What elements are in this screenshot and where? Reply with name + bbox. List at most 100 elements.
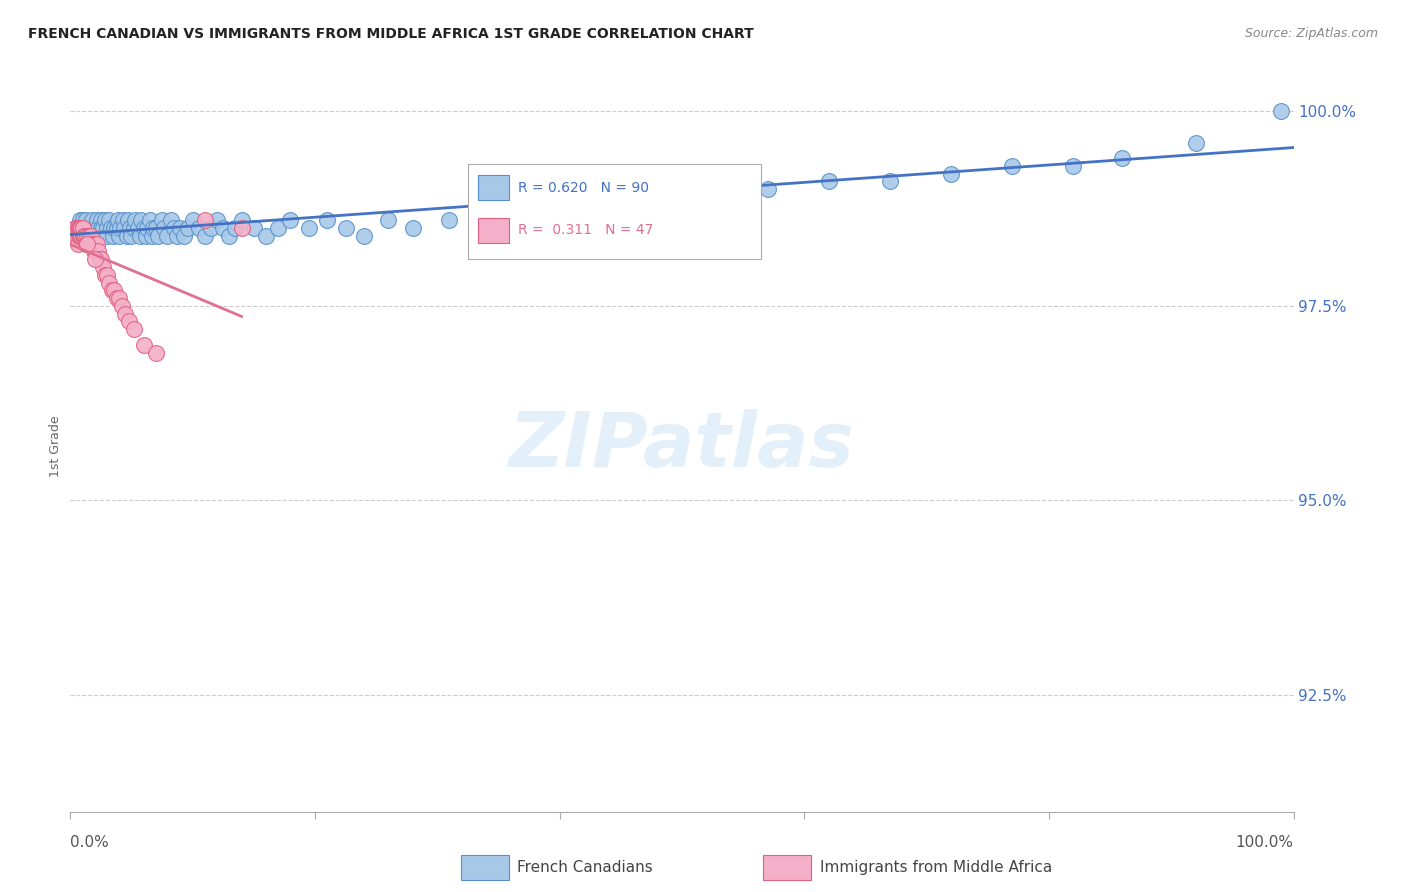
Text: Immigrants from Middle Africa: Immigrants from Middle Africa	[820, 860, 1052, 874]
Point	[65, 221, 87, 235]
Point	[377, 213, 399, 227]
Point	[173, 228, 195, 243]
Point	[439, 213, 461, 227]
Point	[181, 213, 204, 227]
Point	[103, 221, 125, 235]
Point	[118, 314, 141, 328]
Point	[72, 213, 94, 227]
Point	[695, 190, 717, 204]
Point	[83, 244, 105, 259]
Point	[122, 322, 145, 336]
FancyBboxPatch shape	[468, 164, 762, 260]
Point	[73, 221, 96, 235]
Point	[101, 228, 124, 243]
Point	[231, 213, 253, 227]
Point	[108, 228, 131, 243]
Point	[84, 244, 107, 259]
Point	[66, 236, 89, 251]
Point	[148, 228, 170, 243]
Point	[67, 228, 90, 243]
Point	[1111, 151, 1133, 165]
Point	[72, 221, 94, 235]
Point	[91, 260, 114, 274]
Point	[96, 228, 118, 243]
Point	[103, 284, 125, 298]
Point	[76, 228, 98, 243]
Point	[817, 174, 839, 188]
Point	[136, 221, 159, 235]
Point	[110, 221, 132, 235]
Point	[63, 228, 86, 243]
Point	[280, 213, 302, 227]
Text: Source: ZipAtlas.com: Source: ZipAtlas.com	[1244, 27, 1378, 40]
Point	[75, 236, 97, 251]
Text: 100.0%: 100.0%	[1236, 836, 1294, 850]
Point	[120, 221, 142, 235]
FancyBboxPatch shape	[478, 176, 509, 200]
Point	[129, 228, 152, 243]
Point	[86, 236, 108, 251]
Point	[86, 213, 108, 227]
Point	[124, 213, 146, 227]
Point	[63, 221, 86, 235]
Point	[79, 221, 101, 235]
Point	[121, 228, 143, 243]
Point	[150, 213, 173, 227]
Point	[67, 228, 90, 243]
Point	[89, 252, 111, 267]
Point	[1062, 159, 1084, 173]
Point	[105, 291, 128, 305]
Point	[70, 228, 93, 243]
Point	[132, 338, 155, 352]
Text: R = 0.620   N = 90: R = 0.620 N = 90	[517, 181, 650, 194]
Point	[114, 307, 136, 321]
Point	[634, 190, 657, 204]
Point	[93, 213, 115, 227]
Point	[83, 252, 105, 267]
Point	[82, 236, 104, 251]
Point	[70, 221, 93, 235]
Point	[79, 236, 101, 251]
Point	[82, 213, 104, 227]
Point	[163, 221, 186, 235]
Point	[87, 221, 110, 235]
Point	[108, 291, 131, 305]
Point	[115, 228, 138, 243]
Point	[153, 221, 176, 235]
Point	[76, 236, 98, 251]
Point	[475, 205, 498, 219]
Point	[135, 228, 157, 243]
Point	[83, 221, 105, 235]
Y-axis label: 1st Grade: 1st Grade	[49, 415, 62, 477]
Point	[96, 221, 118, 235]
Point	[335, 221, 357, 235]
Point	[194, 213, 217, 227]
Point	[83, 228, 105, 243]
Point	[90, 213, 112, 227]
Point	[127, 221, 149, 235]
Point	[90, 252, 112, 267]
Point	[111, 213, 134, 227]
Point	[112, 221, 135, 235]
Point	[402, 221, 425, 235]
Point	[145, 221, 167, 235]
Point	[142, 221, 165, 235]
Point	[91, 221, 114, 235]
Point	[756, 182, 779, 196]
Point	[254, 228, 277, 243]
Point	[316, 213, 339, 227]
Point	[141, 228, 163, 243]
Point	[129, 213, 152, 227]
Point	[298, 221, 321, 235]
Point	[159, 213, 181, 227]
Text: R =  0.311   N = 47: R = 0.311 N = 47	[517, 223, 654, 237]
Point	[91, 228, 114, 243]
Point	[879, 174, 901, 188]
Point	[139, 213, 162, 227]
Point	[73, 228, 96, 243]
Point	[77, 228, 100, 243]
Point	[93, 268, 115, 282]
Point	[117, 213, 139, 227]
Point	[132, 221, 155, 235]
Point	[224, 221, 246, 235]
